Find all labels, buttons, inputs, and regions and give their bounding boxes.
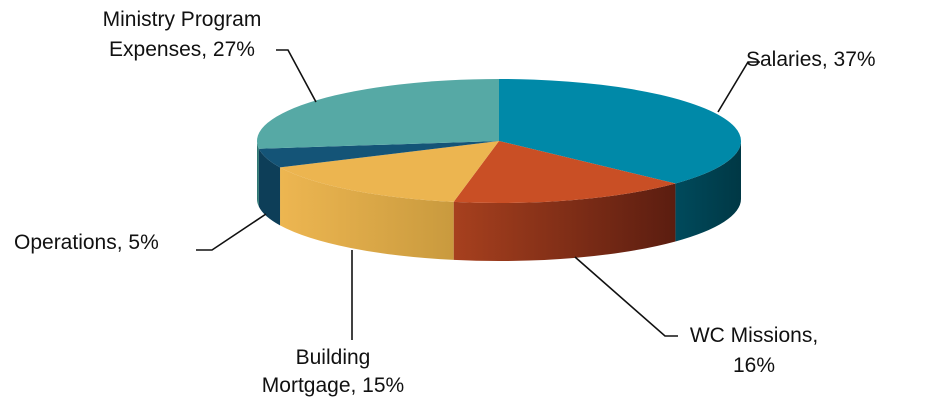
pie-side-building-mortgage [280, 167, 454, 260]
label-operations: Operations, 5% [14, 231, 159, 254]
label-ministry-program-expenses: Ministry Program Expenses, 27% [103, 8, 262, 61]
pie-slice-operations [258, 141, 499, 168]
leader-lines [196, 49, 760, 340]
label-building-mortgage: Building Mortgage, 15% [262, 346, 404, 397]
pie-side-operations [258, 148, 281, 226]
pie-side-ministry-program-expenses [257, 141, 259, 207]
leader-line-wc-missions [574, 256, 678, 337]
label-wc-missions: WC Missions, 16% [690, 324, 818, 377]
pie-side-layer [257, 141, 741, 261]
leader-line-operations [196, 213, 267, 251]
pie-slice-salaries [499, 79, 741, 184]
pie-side-wc-missions [453, 183, 676, 261]
label-salaries: Salaries, 37% [746, 48, 876, 71]
pie-side-salaries [675, 141, 741, 242]
pie-slice-ministry-program-expenses [257, 79, 499, 149]
pie-slice-wc-missions [453, 141, 676, 203]
pie-slice-building-mortgage [280, 141, 499, 202]
slice-labels: Salaries, 37% WC Missions, 16% Building Mort… [14, 8, 876, 397]
leader-line-salaries [717, 61, 760, 113]
leader-line-ministry-program-expenses [276, 49, 317, 103]
pie-top-layer [257, 79, 741, 203]
